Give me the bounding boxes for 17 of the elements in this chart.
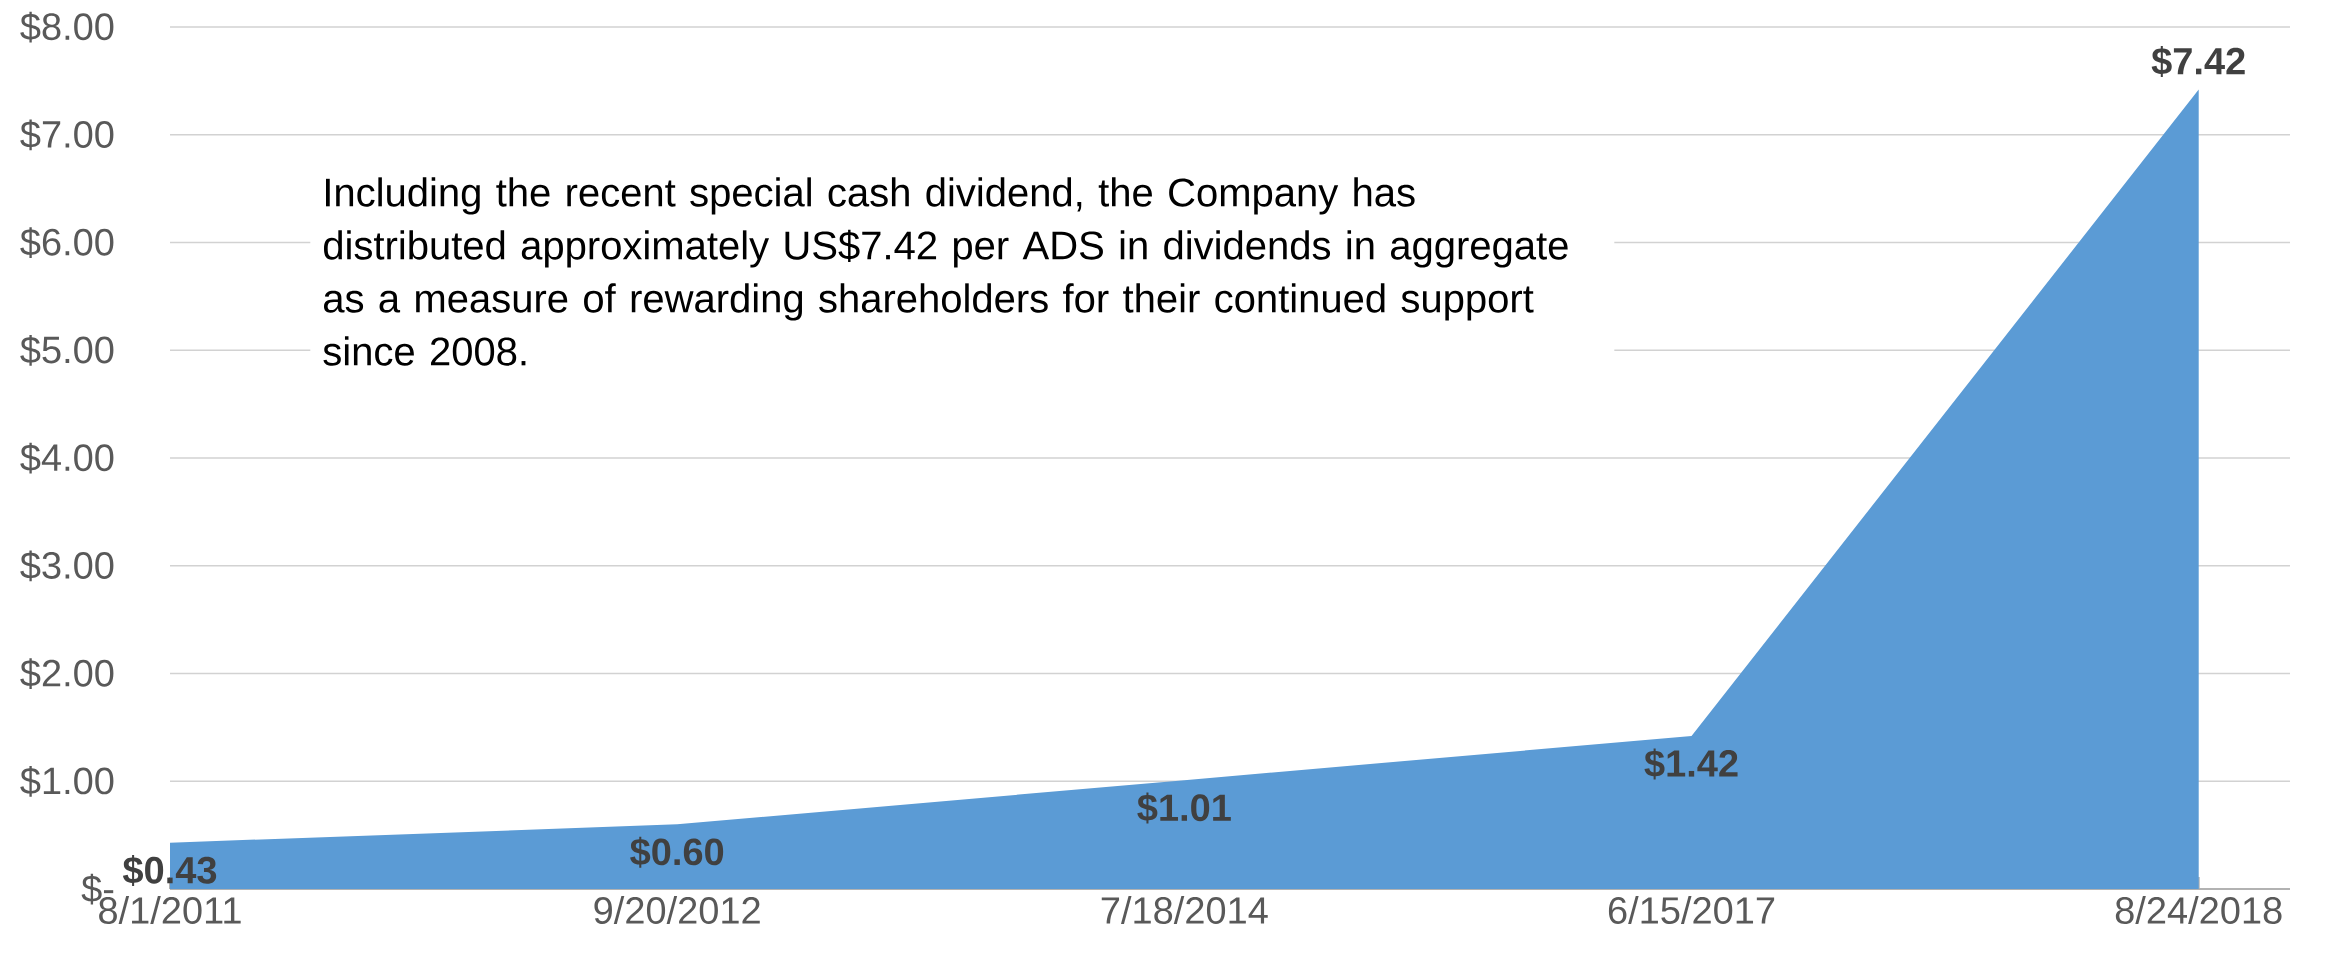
y-tick-label: $3.00 [20,550,114,582]
y-tick-label: $4.00 [20,442,114,474]
y-tick-label: $1.00 [20,765,114,797]
x-tick-label: 8/24/2018 [2115,896,2282,924]
y-tick-label: $7.00 [20,119,114,151]
y-tick-label: $5.00 [20,334,114,366]
data-label: $7.42 [2151,46,2245,78]
y-tick-label: $8.00 [20,11,114,43]
data-label: $1.01 [1137,792,1231,824]
data-label: $1.42 [1644,748,1738,780]
x-tick-label: 7/18/2014 [1101,896,1268,924]
y-tick-label: $6.00 [20,227,114,258]
data-label: $0.60 [630,836,724,868]
y-tick-label: $2.00 [20,658,114,689]
x-tick-label: 9/20/2012 [594,896,760,924]
x-tick-label: 6/15/2017 [1608,896,1775,924]
annotation: Including the recent special cash dividend, the Company has distributed approximately US$7.42 per ADS in dividends in aggregate as a measure of rewarding shareholders for their continued support since 2008. [323,177,1568,366]
